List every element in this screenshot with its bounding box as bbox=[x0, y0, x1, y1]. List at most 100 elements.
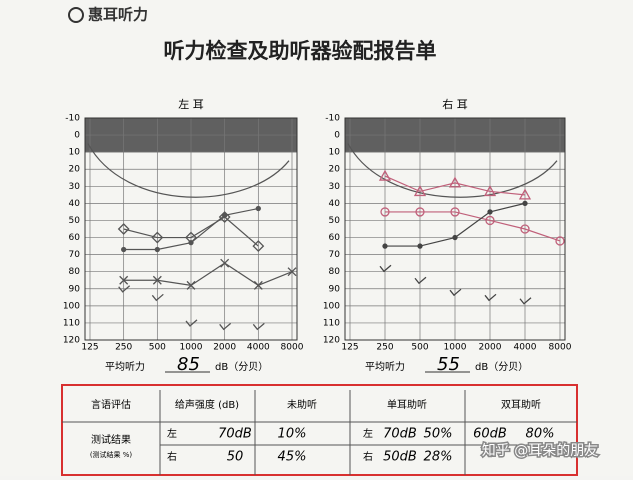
x-tick-label: 4000 bbox=[247, 343, 270, 353]
point bbox=[380, 207, 390, 217]
table-cell: 10% bbox=[278, 427, 307, 442]
watermark: 知乎 @耳朵的朋友 bbox=[482, 442, 598, 459]
y-tick-label: 60 bbox=[329, 233, 341, 243]
point bbox=[119, 275, 129, 285]
series-line bbox=[385, 211, 561, 242]
x-tick-label: 2000 bbox=[213, 343, 236, 353]
x-tick-label: 8000 bbox=[281, 343, 304, 353]
table-header: 未助听 bbox=[287, 398, 317, 411]
point bbox=[519, 297, 532, 305]
point bbox=[118, 285, 131, 293]
table-header: 双耳助听 bbox=[501, 398, 541, 411]
table-header: 单耳助听 bbox=[387, 398, 427, 411]
table-header: 言语评估 bbox=[91, 398, 131, 411]
table-border bbox=[61, 384, 578, 476]
y-tick-label: 10 bbox=[329, 148, 341, 158]
point bbox=[253, 280, 263, 290]
point bbox=[220, 258, 230, 268]
point bbox=[413, 185, 427, 197]
point bbox=[520, 224, 530, 234]
y-tick-label: 90 bbox=[329, 284, 341, 294]
speech-banana bbox=[87, 143, 290, 198]
logo-icon bbox=[68, 7, 84, 23]
logo: 惠耳听力 bbox=[88, 6, 148, 24]
y-tick-label: 100 bbox=[63, 301, 80, 311]
point bbox=[450, 207, 460, 217]
row-title: 测试结果 bbox=[91, 433, 131, 446]
x-tick-label: 250 bbox=[115, 343, 132, 353]
table-cell: 50 bbox=[227, 450, 244, 465]
x-tick-label: 4000 bbox=[514, 343, 537, 353]
point bbox=[449, 288, 462, 297]
point bbox=[378, 169, 392, 181]
table-cell: 70dB bbox=[218, 427, 252, 442]
x-tick-label: 250 bbox=[376, 343, 393, 353]
point bbox=[414, 276, 427, 285]
point bbox=[152, 275, 162, 285]
y-tick-label: 100 bbox=[323, 301, 340, 311]
y-tick-label: 40 bbox=[329, 199, 341, 209]
y-tick-label: 0 bbox=[334, 131, 340, 141]
title: 听力检查及助听器验配报告单 bbox=[164, 39, 437, 63]
point bbox=[255, 205, 261, 212]
y-tick-label: 20 bbox=[69, 165, 81, 175]
y-tick-label: 70 bbox=[329, 250, 341, 260]
chart-title: 左 耳 bbox=[178, 98, 204, 111]
y-tick-label: -10 bbox=[325, 114, 340, 124]
x-tick-label: 1000 bbox=[444, 343, 467, 353]
point bbox=[522, 200, 528, 207]
table-cell: 60dB bbox=[473, 427, 507, 442]
y-tick-label: 30 bbox=[69, 182, 81, 192]
y-tick-label: -10 bbox=[65, 114, 80, 124]
y-tick-label: 70 bbox=[69, 250, 81, 260]
table-cell: 70dB bbox=[383, 427, 417, 442]
table-cell: 50% bbox=[424, 427, 453, 442]
y-tick-label: 40 bbox=[69, 199, 81, 209]
y-tick-label: 30 bbox=[329, 182, 341, 192]
y-tick-label: 110 bbox=[63, 318, 80, 328]
chart-title: 右 耳 bbox=[442, 97, 468, 111]
y-tick-label: 120 bbox=[323, 336, 340, 346]
y-tick-label: 90 bbox=[69, 284, 81, 294]
y-tick-label: 110 bbox=[323, 318, 340, 328]
point bbox=[186, 280, 196, 290]
y-tick-label: 60 bbox=[69, 233, 81, 243]
point bbox=[121, 246, 127, 253]
point bbox=[154, 246, 160, 253]
series-line bbox=[123, 216, 259, 247]
y-tick-label: 20 bbox=[329, 165, 341, 175]
point bbox=[188, 240, 194, 246]
point bbox=[287, 267, 297, 277]
point bbox=[379, 264, 392, 273]
x-tick-label: 1000 bbox=[180, 343, 203, 353]
x-tick-label: 125 bbox=[341, 343, 358, 353]
series-line bbox=[123, 262, 293, 287]
point bbox=[219, 322, 232, 331]
point bbox=[117, 223, 130, 235]
y-tick-label: 80 bbox=[329, 267, 341, 277]
table-cell: 50dB bbox=[383, 450, 417, 465]
x-tick-label: 8000 bbox=[549, 343, 572, 353]
y-tick-label: 80 bbox=[69, 267, 81, 277]
point bbox=[483, 185, 497, 197]
average-label: 平均听力 bbox=[105, 360, 145, 373]
y-tick-label: 50 bbox=[69, 216, 81, 226]
table-cell: 80% bbox=[526, 427, 555, 442]
average-unit: dB（分贝） bbox=[475, 361, 528, 373]
row-subtitle: (测试结果 %) bbox=[90, 450, 133, 459]
table-cell: 右 bbox=[167, 450, 177, 463]
series-line bbox=[384, 175, 526, 196]
point bbox=[222, 212, 228, 218]
average-value: 85 bbox=[177, 354, 200, 375]
point bbox=[151, 231, 164, 244]
table-cell: 右 bbox=[363, 450, 373, 463]
point bbox=[487, 209, 493, 215]
y-tick-label: 10 bbox=[69, 148, 81, 158]
table-cell: 左 bbox=[167, 427, 177, 440]
point bbox=[555, 236, 565, 246]
point bbox=[417, 243, 423, 249]
speech-banana bbox=[347, 143, 558, 198]
